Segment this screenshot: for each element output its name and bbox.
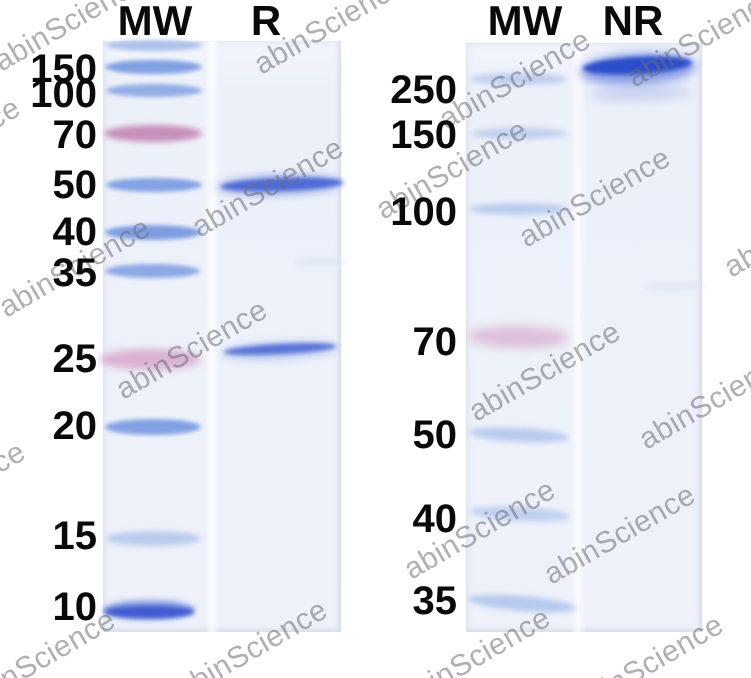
mw-label-reduced-150: 150 [30,47,97,91]
marker-band-reduced-9 [106,530,201,546]
mw-label-reduced-35: 35 [52,251,98,295]
mw-label-non-reduced-40: 40 [412,497,458,541]
lane-gap [204,41,220,632]
mw-label-non-reduced-150: 150 [390,113,457,157]
mw-label-non-reduced-70: 70 [412,320,458,364]
mw-label-non-reduced-100: 100 [390,190,457,234]
mw-label-reduced-25: 25 [52,337,98,381]
mw-label-non-reduced-35: 35 [412,579,458,623]
marker-band-reduced-7 [99,348,201,370]
mw-label-reduced-20: 20 [52,404,98,448]
marker-band-reduced-1 [105,60,202,74]
sample-band-non-reduced-3 [642,283,704,291]
mw-label-reduced-70: 70 [52,113,98,157]
marker-band-reduced-8 [105,419,201,435]
marker-band-reduced-6 [105,264,200,278]
marker-band-non-reduced-2 [470,203,567,215]
mw-label-reduced-15: 15 [52,514,98,558]
marker-band-non-reduced-0 [470,73,567,85]
mw-label-reduced-50: 50 [52,163,98,207]
lane-header-reduced-r: R [250,0,282,44]
mw-label-non-reduced-50: 50 [412,413,458,457]
watermark-text-9: abinScience [718,171,751,285]
mw-label-reduced-40: 40 [52,210,98,254]
marker-band-reduced-3 [104,124,202,142]
marker-band-reduced-5 [105,224,201,240]
mw-label-reduced-10: 10 [52,585,98,629]
mw-label-reduced-100: 100 [30,72,97,116]
marker-band-reduced-11 [104,606,194,618]
sample-band-reduced-2 [294,257,346,267]
lane-header-non-reduced-nr: NR [602,0,664,44]
mw-label-non-reduced-250: 250 [390,68,457,112]
lane-header-reduced-mw: MW [117,0,193,44]
marker-band-non-reduced-1 [471,127,567,139]
lane-gap [570,43,586,632]
marker-band-reduced-0 [106,39,202,51]
lane-header-non-reduced-mw: MW [487,0,563,44]
marker-band-reduced-4 [106,178,202,192]
marker-band-reduced-2 [106,83,202,97]
